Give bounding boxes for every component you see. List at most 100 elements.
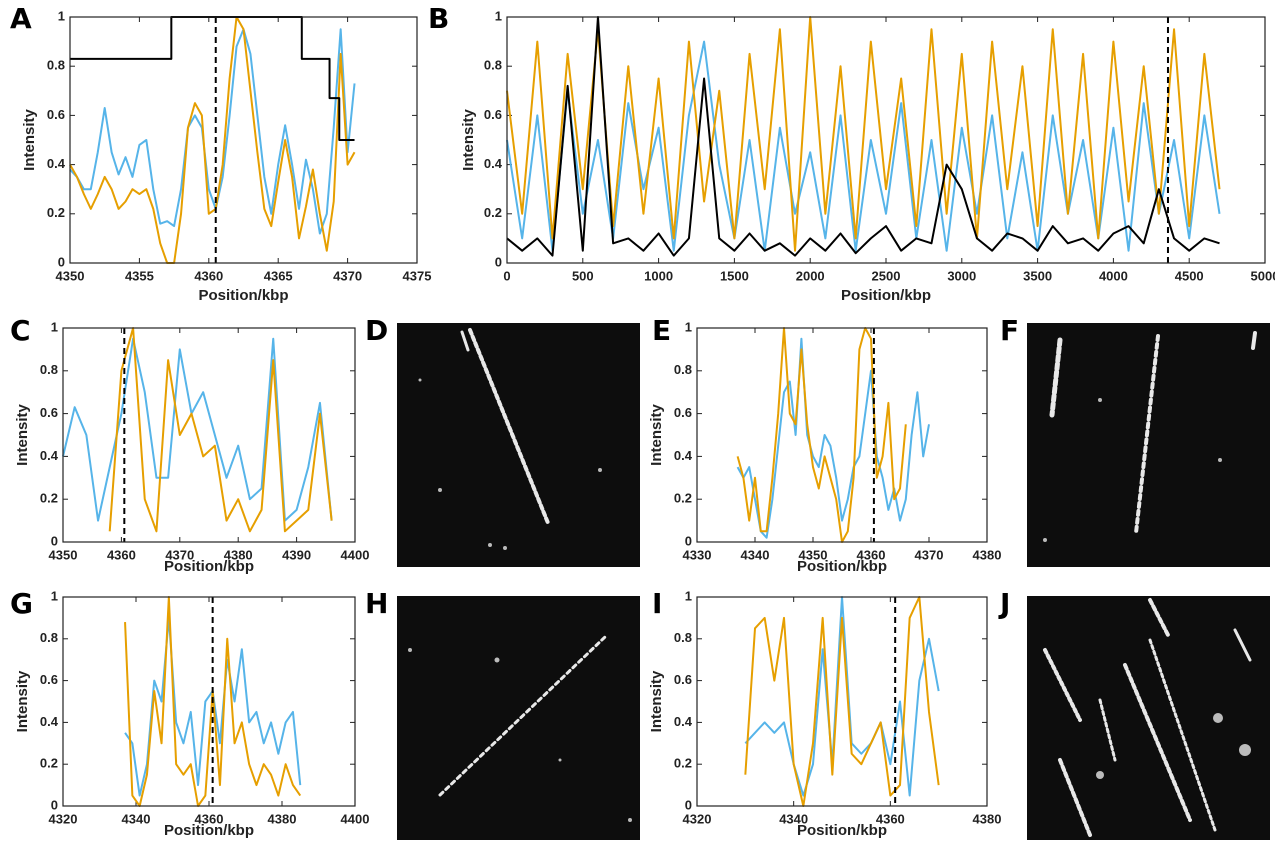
dna-molecule — [1058, 758, 1092, 837]
y-axis-label: Intensity — [648, 404, 665, 466]
y-tick-label: 0.8 — [674, 630, 692, 645]
image-panel-j: J — [998, 587, 1270, 840]
x-tick-label: 4500 — [1175, 268, 1204, 283]
y-tick-label: 0.2 — [674, 756, 692, 771]
dna-molecule — [1123, 663, 1192, 822]
series-line — [69, 28, 356, 235]
chart-panel: E 0 0.2 0.4 0.6 0.8 1 4330 4340 4350 4360 4370 4380 P… — [648, 314, 1001, 575]
x-axis-label: Position/kbp — [797, 558, 887, 575]
series-line — [744, 596, 940, 807]
image-panel-h: H — [365, 587, 640, 840]
series-line — [506, 40, 1221, 252]
y-tick-label: 0.6 — [484, 107, 502, 122]
y-tick-label: 0 — [685, 533, 692, 548]
y-tick-label: 0 — [58, 254, 65, 269]
y-tick-label: 1 — [51, 588, 58, 603]
plot-frame — [62, 327, 356, 543]
y-tick-label: 0 — [51, 533, 58, 548]
x-tick-label: 4375 — [403, 268, 432, 283]
x-tick-label: 5000 — [1251, 268, 1275, 283]
micrograph — [1027, 323, 1270, 567]
x-tick-label: 4370 — [165, 547, 194, 562]
y-tick-label: 0.8 — [40, 630, 58, 645]
x-tick-label: 4320 — [683, 811, 712, 826]
x-tick-label: 4340 — [741, 547, 770, 562]
micrograph — [397, 323, 640, 567]
plot-frame — [696, 327, 988, 543]
x-tick-label: 4370 — [915, 547, 944, 562]
y-tick-label: 0.8 — [40, 362, 58, 377]
x-tick-label: 4360 — [195, 811, 224, 826]
plot-frame — [69, 16, 418, 264]
x-tick-label: 4340 — [779, 811, 808, 826]
x-tick-label: 500 — [572, 268, 594, 283]
x-tick-label: 4365 — [264, 268, 293, 283]
x-axis-label: Position/kbp — [841, 287, 931, 304]
y-axis-label: Intensity — [14, 404, 31, 466]
y-tick-label: 0.4 — [47, 156, 66, 171]
dna-molecule — [1148, 598, 1170, 637]
y-tick-label: 1 — [685, 588, 692, 603]
spot — [558, 758, 562, 762]
spot — [1239, 744, 1251, 756]
x-tick-label: 4355 — [125, 268, 154, 283]
y-tick-label: 1 — [495, 8, 502, 23]
chart-panel: G 0 0.2 0.4 0.6 0.8 1 4320 4340 4360 4380 4400 Posit… — [10, 587, 369, 839]
spot — [418, 378, 422, 382]
x-tick-label: 4380 — [268, 811, 297, 826]
y-tick-label: 0.2 — [40, 756, 58, 771]
y-axis-label: Intensity — [460, 109, 477, 171]
y-tick-label: 0.6 — [40, 672, 58, 687]
panel-letter: H — [365, 587, 388, 620]
series-line — [506, 16, 1220, 257]
dna-molecule — [1098, 698, 1117, 762]
y-tick-label: 0.2 — [47, 205, 65, 220]
plot-frame — [696, 596, 988, 807]
y-axis-label: Intensity — [14, 670, 31, 732]
y-tick-label: 0.8 — [674, 362, 692, 377]
chart-panel: B 0 0.2 0.4 0.6 0.8 1 0 500 1000 1500 2000 2500 3000 3… — [428, 2, 1275, 304]
y-tick-label: 0.6 — [674, 405, 692, 420]
chart-panel: I 0 0.2 0.4 0.6 0.8 1 4320 4340 4360 4380 Position/… — [648, 587, 1001, 839]
x-tick-label: 1000 — [644, 268, 673, 283]
series-line — [736, 337, 930, 539]
x-tick-label: 4320 — [49, 811, 78, 826]
x-tick-label: 4390 — [282, 547, 311, 562]
x-tick-label: 4340 — [122, 811, 151, 826]
panel-letter: B — [428, 2, 449, 35]
x-tick-label: 4360 — [857, 547, 886, 562]
x-tick-label: 4330 — [683, 547, 712, 562]
x-tick-label: 2000 — [796, 268, 825, 283]
y-tick-label: 1 — [51, 319, 58, 334]
y-tick-label: 0.2 — [40, 491, 58, 506]
x-tick-label: 4360 — [194, 268, 223, 283]
panel-letter: F — [1000, 314, 1019, 347]
panel-letter: D — [365, 314, 388, 347]
y-tick-label: 0.4 — [40, 448, 59, 463]
y-tick-label: 0.4 — [484, 156, 503, 171]
plot-frame — [62, 596, 356, 807]
x-tick-label: 4370 — [333, 268, 362, 283]
panel-letter: C — [10, 314, 31, 347]
spot — [598, 468, 602, 472]
y-tick-label: 0.6 — [40, 405, 58, 420]
x-tick-label: 4380 — [973, 547, 1002, 562]
x-tick-label: 4400 — [341, 811, 370, 826]
y-tick-label: 0.6 — [674, 672, 692, 687]
y-tick-label: 0 — [685, 797, 692, 812]
panel-letter: J — [998, 587, 1010, 620]
dna-molecule — [1148, 638, 1217, 832]
spot — [1096, 771, 1104, 779]
y-tick-label: 0.6 — [47, 107, 65, 122]
y-tick-label: 0.8 — [484, 58, 502, 73]
spot — [488, 543, 492, 547]
y-tick-label: 1 — [58, 8, 65, 23]
x-tick-label: 4350 — [799, 547, 828, 562]
plot-frame — [506, 16, 1266, 264]
y-tick-label: 0.4 — [674, 448, 693, 463]
y-tick-label: 0 — [51, 797, 58, 812]
dna-molecule — [1043, 648, 1082, 722]
image-panel-d: D — [365, 314, 640, 567]
y-tick-label: 0.4 — [40, 714, 59, 729]
chart-panel: C 0 0.2 0.4 0.6 0.8 1 4350 4360 4370 4380 4390 4400 P… — [10, 314, 369, 575]
